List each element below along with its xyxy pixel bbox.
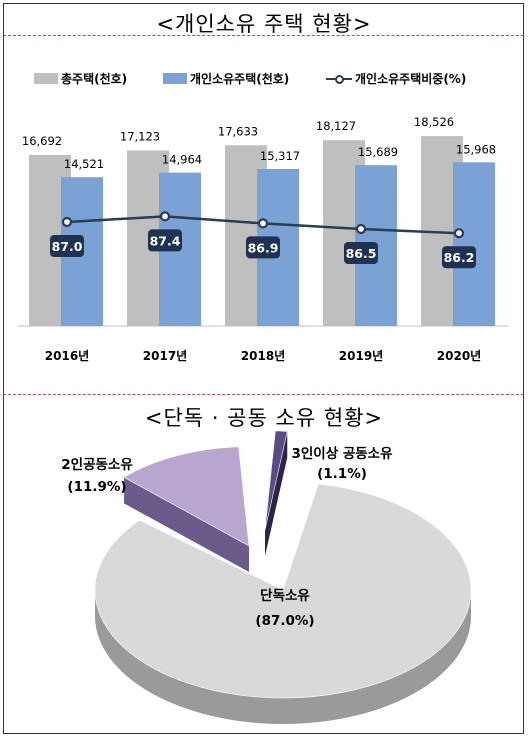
x-tick-2018년: 2018년 [241,349,285,363]
pie-slice-side-single [95,590,471,724]
ratio-label-2020년: 86.2 [444,250,475,265]
legend-swatch-ratio [326,73,352,85]
bar-chart-legend: 총주택(천호) 개인소유주택(천호) 개인소유주택비중(%) [0,70,528,90]
legend-swatch-individual [163,73,187,84]
outer-frame [3,3,524,734]
data-label-individual-2017년: 14,964 [162,153,202,167]
data-label-total-2019년: 18,127 [316,119,356,133]
data-label-individual-2016년: 14,521 [64,157,104,171]
data-label-individual-2019년: 15,689 [358,145,398,159]
legend-swatch-total [34,73,58,84]
x-tick-2020년: 2020년 [437,349,481,363]
ratio-badge-2019년 [344,242,378,264]
data-label-total-2017년: 17,123 [120,129,160,143]
title-divider-mid [3,394,524,395]
legend-label-total: 총주택(천호) [61,72,128,86]
data-label-total-2018년: 17,633 [218,124,258,138]
data-label-individual-2020년: 15,968 [456,142,496,156]
pie-value-two: (11.9%) [67,479,126,495]
x-tick-2017년: 2017년 [143,349,187,363]
ratio-point-2019년 [355,223,367,235]
data-label-individual-2018년: 15,317 [260,149,300,163]
legend-label-individual: 개인소유주택(천호) [190,72,290,86]
ratio-badge-2020년 [442,246,476,269]
ratio-point-2020년 [453,228,465,239]
pie-value-three: (1.1%) [317,466,367,482]
ratio-label-2018년: 86.9 [248,240,279,255]
pie-label-three: 3인이상 공동소유 [291,445,393,462]
ratio-point-2017년 [159,211,171,222]
data-label-total-2016년: 16,692 [22,134,62,148]
pie-label-two: 2인공동소유 [61,456,133,473]
ratio-badge-2017년 [148,229,182,252]
legend-item-total: 총주택(천호) [34,70,127,87]
pie-chart-title: <단독 · 공동 소유 현황> [144,406,384,430]
ratio-label-2019년: 86.5 [346,246,377,261]
ratio-label-2016년: 87.0 [52,239,83,254]
bar-individual-2020년 [453,162,495,326]
bar-chart-title: <개인소유 주택 현황> [156,12,372,36]
ratio-badge-2016년 [50,235,84,257]
x-tick-2016년: 2016년 [45,349,89,363]
pie-slice-wall-three [265,430,288,556]
data-label-total-2020년: 18,526 [414,115,454,129]
ratio-point-2018년 [257,218,269,229]
ratio-label-2017년: 87.4 [150,233,181,248]
x-tick-2019년: 2019년 [339,349,383,363]
title-divider-top [3,35,524,36]
pie-slice-single [94,483,472,699]
legend-item-ratio: 개인소유주택비중(%) [326,70,466,87]
legend-item-individual: 개인소유주택(천호) [163,70,289,87]
ratio-point-2016년 [61,216,73,228]
pie-value-single: (87.0%) [255,613,314,629]
legend-label-ratio: 개인소유주택비중(%) [355,72,467,86]
pie-slice-wall-two [124,446,249,572]
pie-slice-three [264,430,288,531]
pie-slice-two [123,446,250,547]
ratio-badge-2018년 [246,236,280,259]
pie-label-single: 단독소유 [260,587,310,604]
